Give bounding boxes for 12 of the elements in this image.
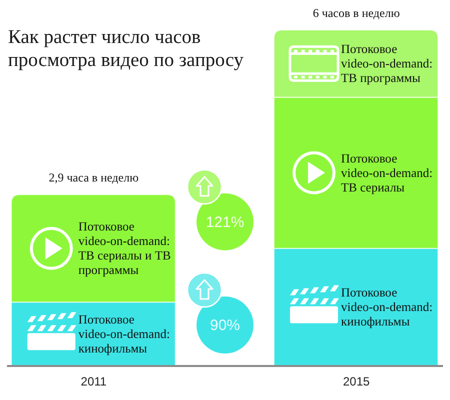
annotation: 90% (210, 316, 240, 334)
annotation: 2,9 часа в неделю (48, 170, 139, 185)
series-label: Потоковое video-on-demand: ТВ сериалы (341, 151, 433, 194)
series-label: Потоковое video-on-demand: кинофильмы (78, 312, 170, 356)
annotation: 121% (206, 213, 244, 230)
chart-title: Как растет число часов просмотра видео по запросу (8, 27, 244, 71)
x-tick-label: 2015 (342, 374, 370, 389)
annotation: 6 часов в неделю (312, 6, 400, 20)
series-label: Потоковое video-on-demand: ТВ сериалы и ТВ программы (78, 220, 171, 278)
text: Потоковое video-on-demand: кинофильмы (341, 286, 433, 329)
x-tick-label: 2011 (80, 374, 107, 389)
series-label: Потоковое video-on-demand: ТВ программы (341, 42, 433, 86)
